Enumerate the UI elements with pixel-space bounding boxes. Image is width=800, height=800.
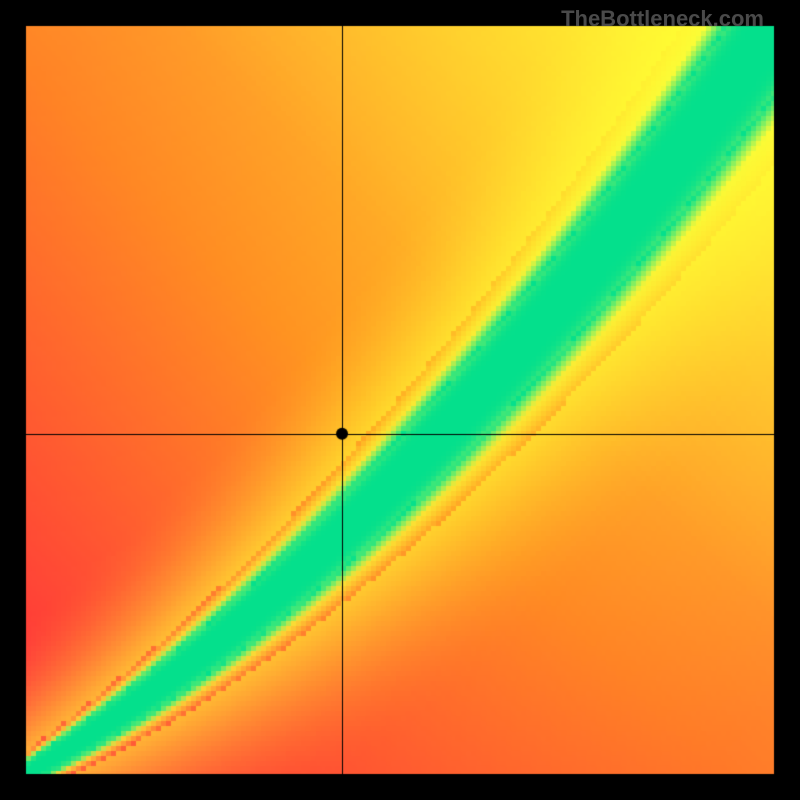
bottleneck-heatmap [0,0,800,800]
watermark-text: TheBottleneck.com [561,6,764,32]
